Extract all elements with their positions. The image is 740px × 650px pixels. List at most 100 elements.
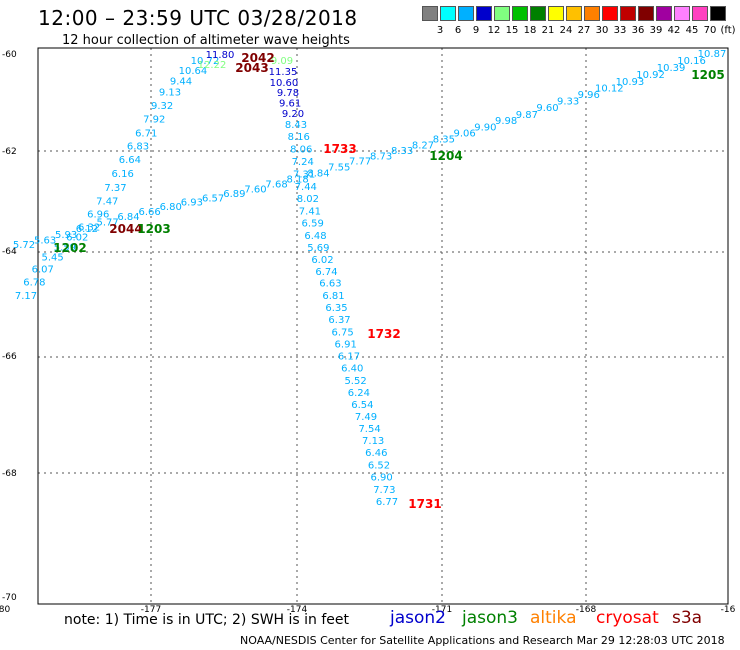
x-tick-label: -168	[576, 605, 597, 615]
track-time-label: 2042	[241, 51, 274, 65]
scale-swatch	[530, 6, 546, 21]
wave-height-value: 7.92	[143, 115, 165, 126]
scale-swatch	[422, 6, 438, 21]
scale-label: 70	[703, 25, 717, 36]
footer-note: note: 1) Time is in UTC; 2) SWH is in fe…	[64, 612, 350, 628]
wave-height-value: 6.84	[117, 212, 139, 223]
x-tick-label: -174	[287, 605, 308, 615]
wave-height-value: 6.77	[376, 497, 398, 508]
wave-height-value: 5.69	[307, 243, 329, 254]
scale-swatch	[674, 6, 690, 21]
scale-swatch	[638, 6, 654, 21]
x-tick-label: -16	[721, 605, 736, 615]
wave-height-value: 6.35	[325, 303, 347, 314]
wave-height-value: 9.78	[277, 88, 299, 99]
wave-height-value: 6.83	[127, 142, 149, 153]
wave-height-value: 6.75	[331, 327, 353, 338]
wave-height-value: 6.12	[76, 224, 98, 235]
wave-height-value: 6.78	[23, 278, 45, 289]
wave-height-value: 7.37	[104, 183, 126, 194]
wave-height-value: 6.81	[322, 291, 344, 302]
scale-label: 36	[631, 25, 645, 36]
wave-height-value: 12.22	[198, 60, 227, 71]
track-values: 7.176.786.075.455.596.026.326.967.477.37…	[13, 49, 726, 508]
wave-height-value: 7.41	[299, 207, 321, 218]
track-time-label: 1204	[429, 149, 462, 163]
scale-label: 42	[667, 25, 681, 36]
wave-height-value: 5.72	[13, 240, 35, 251]
wave-height-value: 7.68	[265, 179, 287, 190]
wave-height-value: 8.43	[285, 120, 307, 131]
wave-height-value: 10.92	[636, 70, 665, 81]
scale-swatch	[458, 6, 474, 21]
scale-label: 24	[559, 25, 573, 36]
wave-height-value: 9.98	[495, 116, 517, 127]
wave-height-value: 6.96	[87, 210, 109, 221]
wave-height-value: 6.02	[66, 233, 88, 244]
wave-height-value: 7.47	[96, 197, 118, 208]
scale-swatch	[656, 6, 672, 21]
track-time-label: 1205	[691, 68, 724, 82]
wave-height-value: 7.77	[349, 157, 371, 168]
wave-height-value: 6.89	[223, 189, 245, 200]
wave-height-value: 7.60	[244, 184, 266, 195]
map-grid	[38, 48, 728, 604]
wave-height-value: 6.64	[119, 155, 141, 166]
scale-label: 12	[487, 25, 501, 36]
wave-height-value: 6.63	[319, 279, 341, 290]
wave-height-value: 9.06	[454, 129, 476, 140]
wave-height-value: 7.24	[292, 157, 314, 168]
wave-height-value: 5.93	[55, 230, 77, 241]
wave-height-value: 10.72	[191, 56, 220, 67]
wave-height-value: 7.17	[15, 291, 37, 302]
track-time-label: 1731	[408, 497, 441, 511]
scale-label: (ft)	[720, 25, 736, 36]
wave-height-value: 10.16	[677, 56, 706, 67]
scale-label: 45	[685, 25, 699, 36]
track-time-label: 1203	[137, 222, 170, 236]
scale-swatch	[584, 6, 600, 21]
legend-item-s3a: s3a	[672, 608, 703, 628]
wave-height-value: 8.73	[370, 151, 392, 162]
y-tick-label: -60	[2, 50, 17, 60]
y-tick-label: -70	[2, 593, 17, 603]
wave-height-value: 8.33	[391, 146, 413, 157]
wave-height-value: 9.60	[536, 103, 558, 114]
wave-height-value: 5.59	[54, 242, 76, 253]
wave-height-value: 5.45	[41, 252, 63, 263]
scale-swatch	[548, 6, 564, 21]
track-time-label: 1733	[323, 142, 356, 156]
wave-height-value: 11.80	[206, 50, 235, 61]
wave-height-value: 8.35	[433, 135, 455, 146]
y-tick-label: -62	[2, 147, 17, 157]
x-tick-label: -180	[0, 605, 10, 615]
scale-swatch	[440, 6, 456, 21]
wave-height-value: 8.18	[287, 175, 309, 186]
y-tick-label: -66	[2, 352, 17, 362]
wave-height-value: 9.32	[151, 101, 173, 112]
track-time-label: 2043	[235, 61, 268, 75]
legend-item-altika: altika	[530, 608, 577, 628]
wave-height-value: 9.44	[170, 76, 192, 87]
scale-swatch	[620, 6, 636, 21]
wave-height-value: 6.07	[32, 264, 54, 275]
wave-height-value: 7.44	[295, 182, 317, 193]
wave-height-value: 6.24	[348, 388, 370, 399]
scale-label: 3	[436, 25, 444, 36]
wave-height-value: 6.93	[181, 198, 203, 209]
scale-label: 39	[649, 25, 663, 36]
legend-item-cryosat: cryosat	[596, 608, 659, 628]
wave-height-value: 7.73	[373, 485, 395, 496]
scale-swatch	[476, 6, 492, 21]
scale-label: 6	[454, 25, 462, 36]
legend-item-jason3: jason3	[462, 608, 518, 628]
wave-height-value: 5.63	[34, 235, 56, 246]
wave-height-value: 6.57	[202, 193, 224, 204]
wave-height-value: 8.84	[307, 169, 329, 180]
wave-height-value: 6.66	[138, 207, 160, 218]
wave-height-value: 10.93	[616, 77, 645, 88]
wave-height-value: 6.46	[365, 448, 387, 459]
wave-height-value: 10.60	[270, 78, 299, 89]
